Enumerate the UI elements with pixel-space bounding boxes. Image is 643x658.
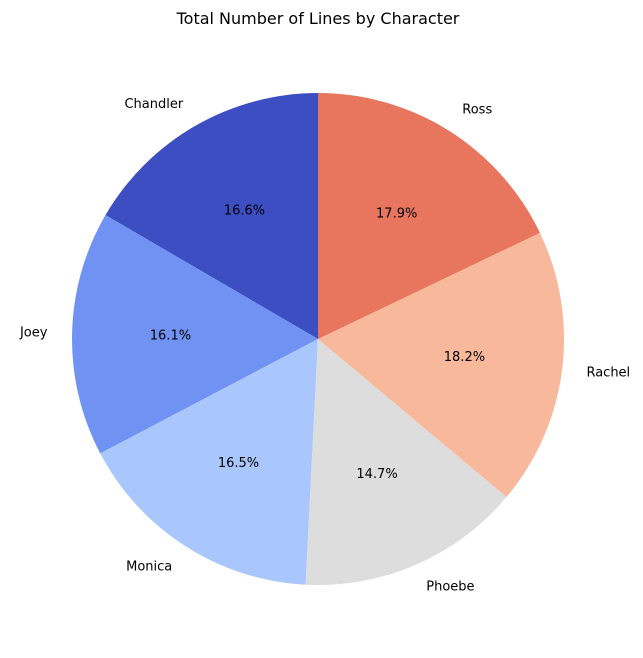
pie-slices bbox=[71, 93, 564, 585]
pct-label-ross: 17.9% bbox=[376, 207, 417, 222]
slice-label-rachel: Rachel bbox=[586, 365, 630, 380]
pie-slice-chandler bbox=[105, 93, 318, 339]
pct-label-monica: 16.5% bbox=[218, 456, 259, 471]
pie-slice-monica bbox=[100, 339, 319, 585]
pie-slice-ross bbox=[318, 93, 540, 339]
pct-label-chandler: 16.6% bbox=[224, 204, 265, 219]
slice-label-joey: Joey bbox=[19, 326, 48, 341]
slice-labels: Chandler Joey Monica Phoebe Rachel Ross bbox=[19, 97, 630, 595]
pct-label-rachel: 18.2% bbox=[444, 350, 485, 365]
pct-label-joey: 16.1% bbox=[150, 328, 191, 343]
pie-slice-joey bbox=[71, 215, 318, 454]
pie-slice-rachel bbox=[318, 232, 564, 497]
slice-label-monica: Monica bbox=[126, 560, 172, 575]
slice-label-chandler: Chandler bbox=[124, 97, 183, 112]
chart-title: Total Number of Lines by Character bbox=[176, 9, 460, 28]
percentage-labels: 16.6% 16.1% 16.5% 14.7% 18.2% 17.9% bbox=[150, 204, 485, 482]
pie-slice-phoebe bbox=[305, 339, 507, 585]
slice-label-phoebe: Phoebe bbox=[426, 580, 474, 595]
pct-label-phoebe: 14.7% bbox=[356, 467, 397, 482]
slice-label-ross: Ross bbox=[462, 103, 492, 118]
